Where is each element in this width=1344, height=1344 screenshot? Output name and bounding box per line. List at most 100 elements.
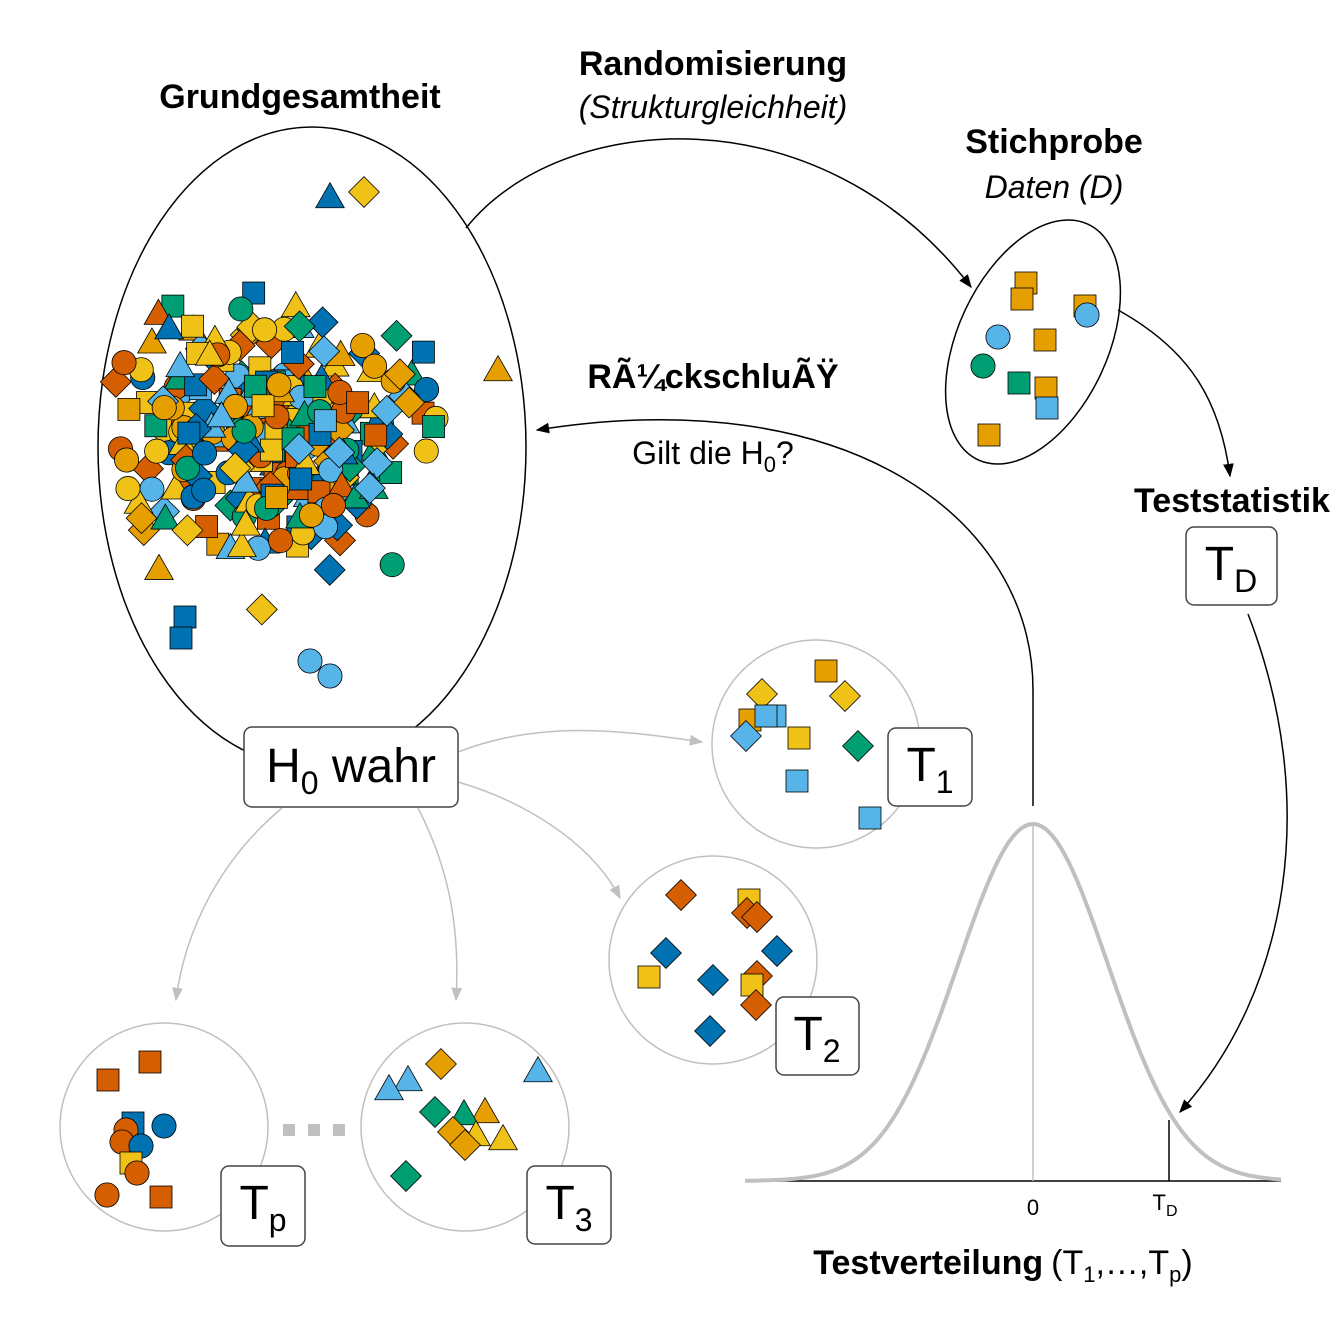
data-symbol	[665, 879, 697, 911]
data-symbol	[144, 438, 170, 464]
data-symbol	[96, 1068, 120, 1092]
data-symbol	[125, 502, 158, 535]
data-symbol	[380, 319, 413, 352]
data-symbol	[252, 317, 278, 343]
data-symbol	[289, 467, 313, 491]
data-symbol	[260, 438, 283, 462]
data-symbol	[245, 593, 278, 626]
data-symbol	[117, 398, 141, 421]
data-symbol	[348, 176, 380, 208]
resample-shapes-t2	[637, 879, 793, 1047]
data-symbol	[264, 486, 288, 509]
h0-arrow-tp	[172, 807, 283, 1002]
data-symbol	[206, 400, 237, 428]
data-symbol	[230, 509, 261, 536]
data-symbol	[317, 663, 343, 689]
data-symbol	[488, 1123, 518, 1151]
data-symbol	[694, 1015, 726, 1047]
randomization-title: Randomisierung	[579, 45, 847, 83]
data-symbol	[470, 1096, 500, 1124]
data-symbol	[364, 423, 388, 447]
resample-shapes-t1	[730, 659, 882, 830]
data-symbol	[419, 1096, 451, 1128]
data-symbol	[154, 313, 185, 340]
h0-arrow-t3	[417, 807, 463, 1002]
data-symbol	[650, 937, 682, 969]
data-symbol	[173, 605, 197, 629]
data-symbol	[243, 374, 267, 398]
data-symbol	[1034, 376, 1058, 400]
td-box	[1185, 526, 1278, 606]
data-symbol	[323, 436, 356, 469]
resample-shapes-t3	[374, 1048, 553, 1192]
data-symbol	[370, 394, 403, 427]
resample-circle-t3	[360, 1022, 570, 1232]
h0-label: H0 wahr	[266, 740, 436, 801]
distribution-arrow	[1179, 613, 1288, 1114]
data-symbol	[449, 1129, 481, 1161]
data-symbol	[115, 476, 141, 502]
t3-box-label: T3	[545, 1177, 592, 1238]
data-symbol	[308, 335, 341, 368]
data-symbol	[149, 1185, 173, 1209]
t1-box	[887, 727, 973, 807]
h0-arrow-t2	[457, 781, 621, 900]
data-symbol	[297, 648, 323, 674]
t3-box	[526, 1165, 612, 1245]
data-symbol	[787, 726, 811, 750]
data-symbol	[280, 290, 311, 318]
data-symbol	[523, 1055, 553, 1083]
inference-title: RÃ¼ckschluÃŸ	[587, 358, 839, 396]
data-symbol	[151, 395, 177, 421]
resample-circle-t2	[608, 855, 818, 1065]
inference-arrow	[535, 419, 1034, 806]
data-symbol	[94, 1182, 120, 1208]
data-symbol	[858, 806, 882, 830]
data-symbol	[313, 409, 337, 433]
h0-arrow-t1	[457, 729, 704, 753]
data-symbol	[151, 1113, 177, 1139]
data-symbol	[829, 680, 861, 712]
sample-shapes	[970, 271, 1100, 447]
sample-ellipse	[944, 219, 1122, 465]
data-symbol	[320, 492, 346, 518]
data-symbol	[1007, 371, 1031, 395]
data-symbol	[298, 502, 324, 528]
axis-label-td: TD	[1152, 1190, 1177, 1220]
h0-box	[243, 726, 459, 808]
data-symbol	[143, 298, 174, 325]
test-distribution-title: Testverteilung (T1,…,Tp)	[813, 1244, 1192, 1287]
data-symbol	[242, 281, 266, 305]
data-symbol	[171, 514, 204, 547]
data-symbol	[144, 553, 174, 580]
data-symbol	[226, 530, 257, 558]
data-symbol	[842, 730, 874, 762]
data-symbol	[730, 720, 762, 752]
data-symbol	[124, 1160, 150, 1186]
data-symbol	[175, 455, 201, 481]
td-box-label: TD	[1205, 538, 1257, 599]
data-symbol	[282, 432, 315, 465]
data-symbol	[970, 353, 996, 379]
t2-box	[775, 996, 860, 1076]
t1-box-label: T1	[906, 739, 953, 800]
data-symbol	[251, 394, 275, 418]
data-symbol	[362, 353, 388, 379]
data-symbol	[281, 340, 305, 364]
randomization-arrow	[465, 138, 972, 289]
data-symbol	[379, 552, 405, 578]
data-symbol	[637, 965, 661, 989]
data-symbol	[313, 553, 346, 586]
data-symbol	[350, 332, 376, 358]
statistic-arrow	[1117, 309, 1234, 478]
data-symbol	[228, 296, 254, 322]
data-symbol	[114, 447, 140, 473]
data-symbol	[150, 503, 181, 530]
data-symbol	[985, 324, 1011, 350]
data-symbol	[353, 472, 386, 505]
data-symbol	[138, 1050, 162, 1074]
data-symbol	[413, 438, 439, 464]
data-symbol	[814, 659, 838, 683]
data-symbol	[1074, 302, 1100, 328]
